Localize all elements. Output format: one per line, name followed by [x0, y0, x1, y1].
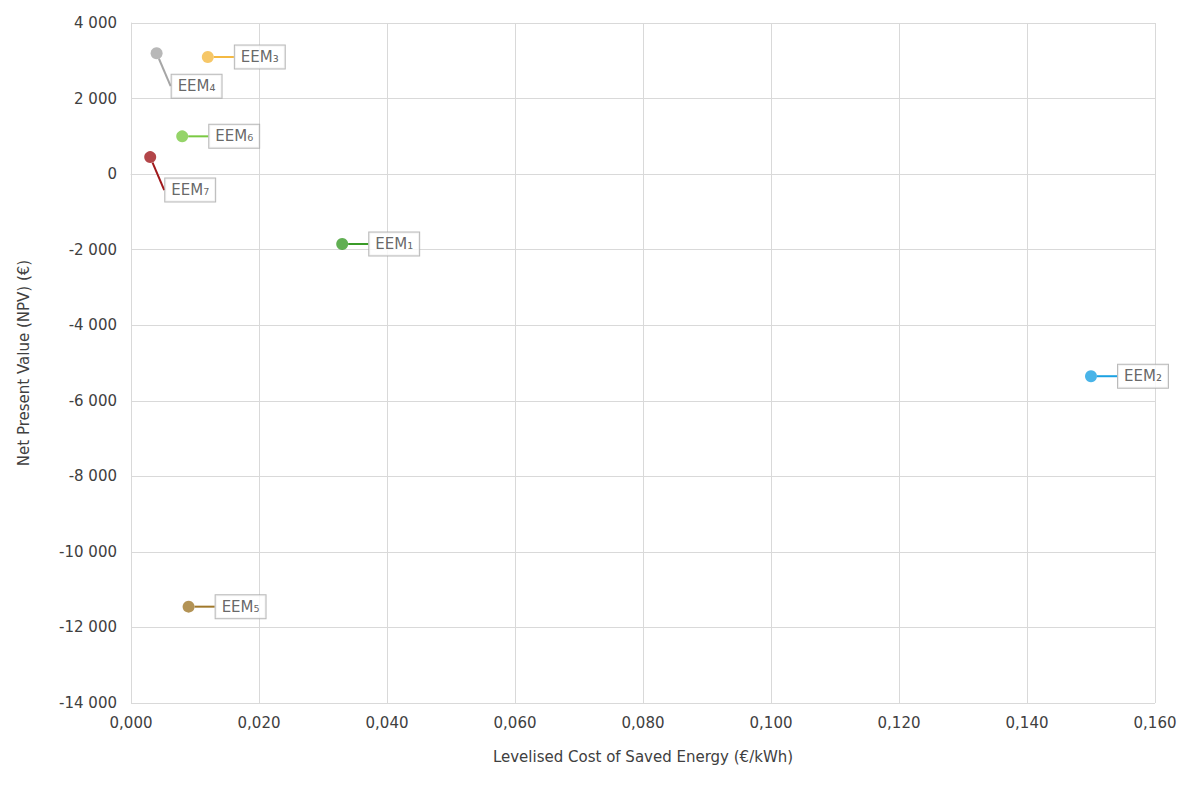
svg-text:EEM₅: EEM₅	[222, 598, 260, 616]
svg-text:EEM₄: EEM₄	[178, 77, 216, 95]
svg-text:0,160: 0,160	[1134, 714, 1177, 732]
svg-text:0,060: 0,060	[494, 714, 537, 732]
svg-text:-4 000: -4 000	[69, 316, 117, 334]
svg-text:Levelised Cost of Saved Energy: Levelised Cost of Saved Energy (€/kWh)	[493, 748, 793, 766]
svg-text:EEM₇: EEM₇	[171, 181, 209, 199]
svg-text:-12 000: -12 000	[59, 618, 117, 636]
svg-text:4 000: 4 000	[74, 14, 117, 32]
svg-text:0,040: 0,040	[366, 714, 409, 732]
svg-text:0,020: 0,020	[238, 714, 281, 732]
svg-text:0,120: 0,120	[878, 714, 921, 732]
svg-text:EEM₃: EEM₃	[241, 48, 279, 66]
svg-text:EEM₂: EEM₂	[1124, 367, 1162, 385]
svg-text:Net Present Value (NPV) (€): Net Present Value (NPV) (€)	[15, 260, 33, 466]
svg-text:0,000: 0,000	[110, 714, 153, 732]
svg-text:0,100: 0,100	[750, 714, 793, 732]
svg-text:2 000: 2 000	[74, 90, 117, 108]
svg-text:-8 000: -8 000	[69, 467, 117, 485]
svg-text:EEM₁: EEM₁	[375, 235, 413, 253]
svg-text:0,140: 0,140	[1006, 714, 1049, 732]
svg-text:0,080: 0,080	[622, 714, 665, 732]
svg-text:EEM₆: EEM₆	[215, 127, 253, 145]
svg-text:-2 000: -2 000	[69, 241, 117, 259]
svg-text:-14 000: -14 000	[59, 694, 117, 712]
svg-text:0: 0	[107, 165, 117, 183]
svg-text:-6 000: -6 000	[69, 392, 117, 410]
svg-text:-10 000: -10 000	[59, 543, 117, 561]
